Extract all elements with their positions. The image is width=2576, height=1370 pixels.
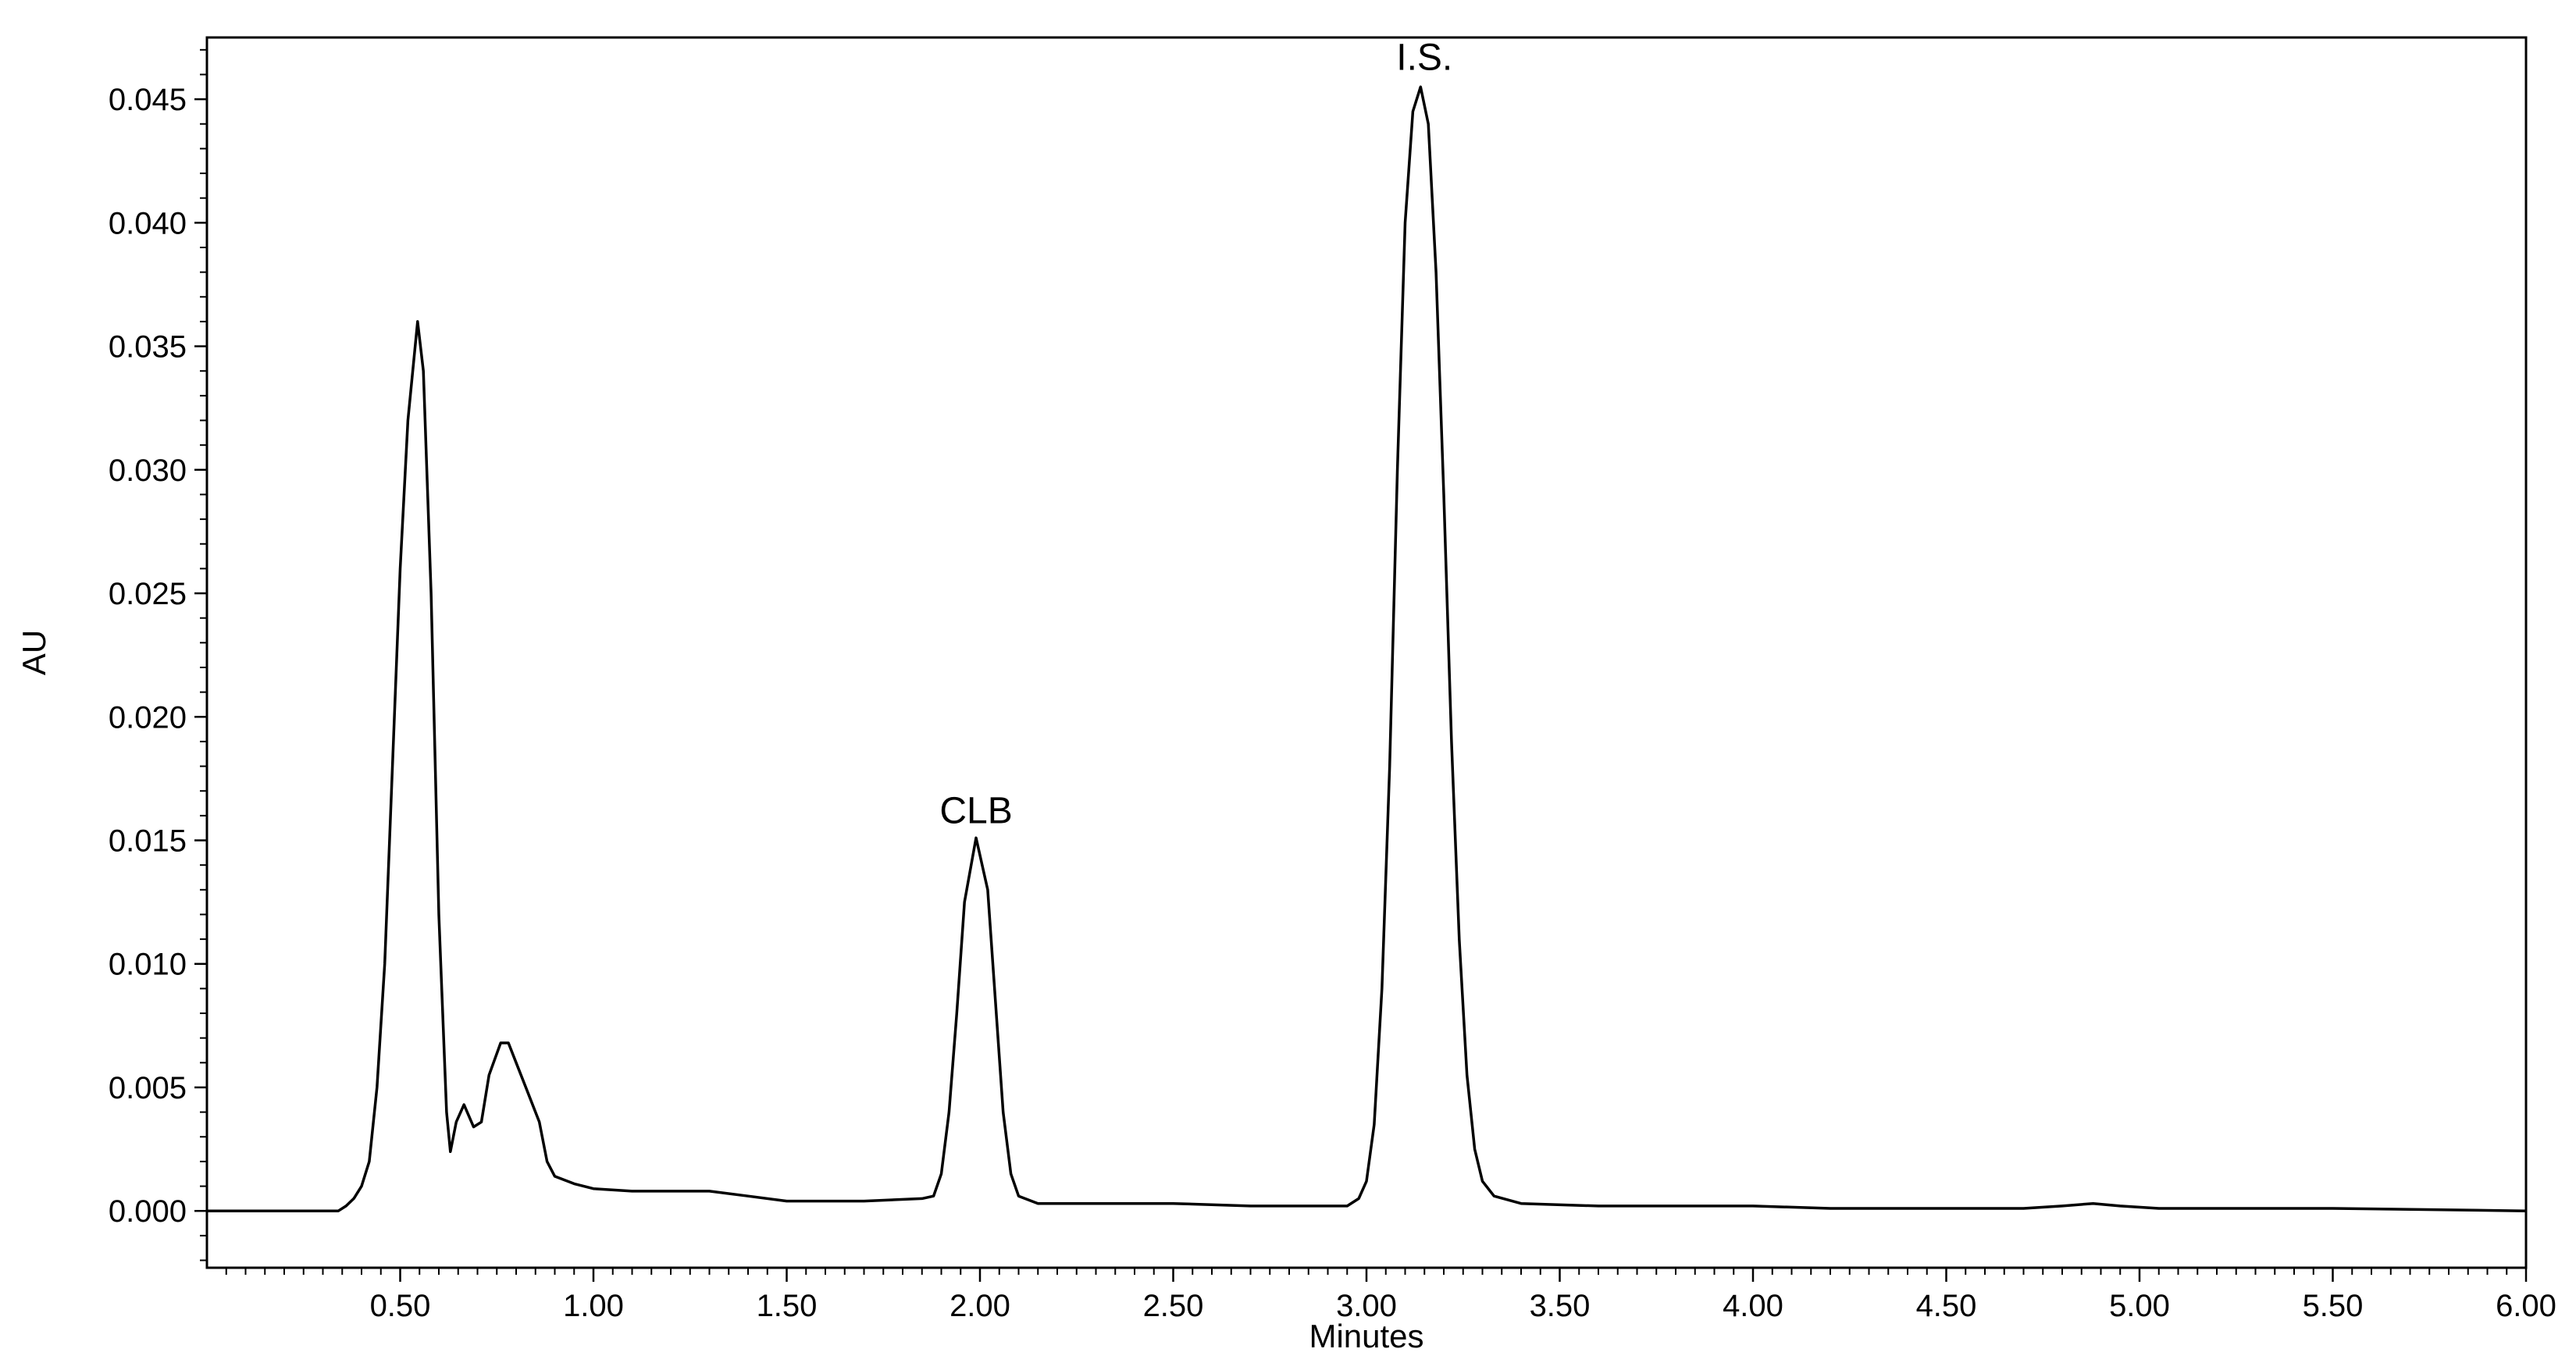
x-tick-label: 1.00 [563,1289,624,1323]
x-tick-label: 2.50 [1143,1289,1204,1323]
x-tick-label: 1.50 [757,1289,818,1323]
y-tick-label: 0.020 [109,700,187,735]
y-tick-label: 0.000 [109,1194,187,1229]
y-tick-label: 0.005 [109,1071,187,1105]
peak-annotations: CLB I.S. [939,37,1452,831]
y-axis-title: AU [16,630,52,675]
y-axis-ticks [194,48,207,1261]
y-tick-label: 0.035 [109,330,187,365]
y-axis-tick-labels: 0.000 0.005 0.010 0.015 0.020 0.025 0.030 0.035… [109,83,187,1229]
y-tick-label: 0.025 [109,577,187,611]
y-tick-label: 0.015 [109,824,187,859]
x-tick-label: 2.00 [950,1289,1010,1323]
plot-frame [205,36,2528,1269]
x-axis-tick-labels: 0.50 1.00 1.50 2.00 2.50 3.00 3.50 4.00 4.50 5.00… [370,1289,2556,1323]
y-tick-label: 0.045 [109,83,187,117]
x-tick-label: 6.00 [2496,1289,2556,1323]
x-tick-label: 4.50 [1916,1289,1977,1323]
x-axis-ticks [225,1268,2528,1282]
x-tick-label: 5.00 [2109,1289,2170,1323]
y-tick-label: 0.030 [109,454,187,488]
y-tick-label: 0.040 [109,206,187,240]
chromatogram-trace [207,85,2527,1212]
peak-label: I.S. [1396,37,1452,78]
x-tick-label: 0.50 [370,1289,431,1323]
peak-label: CLB [939,791,1012,832]
y-tick-label: 0.010 [109,948,187,982]
x-tick-label: 5.50 [2303,1289,2364,1323]
x-tick-label: 3.00 [1336,1289,1397,1323]
x-tick-label: 4.00 [1723,1289,1783,1323]
x-axis-title: Minutes [1309,1318,1423,1354]
x-tick-label: 3.50 [1530,1289,1591,1323]
